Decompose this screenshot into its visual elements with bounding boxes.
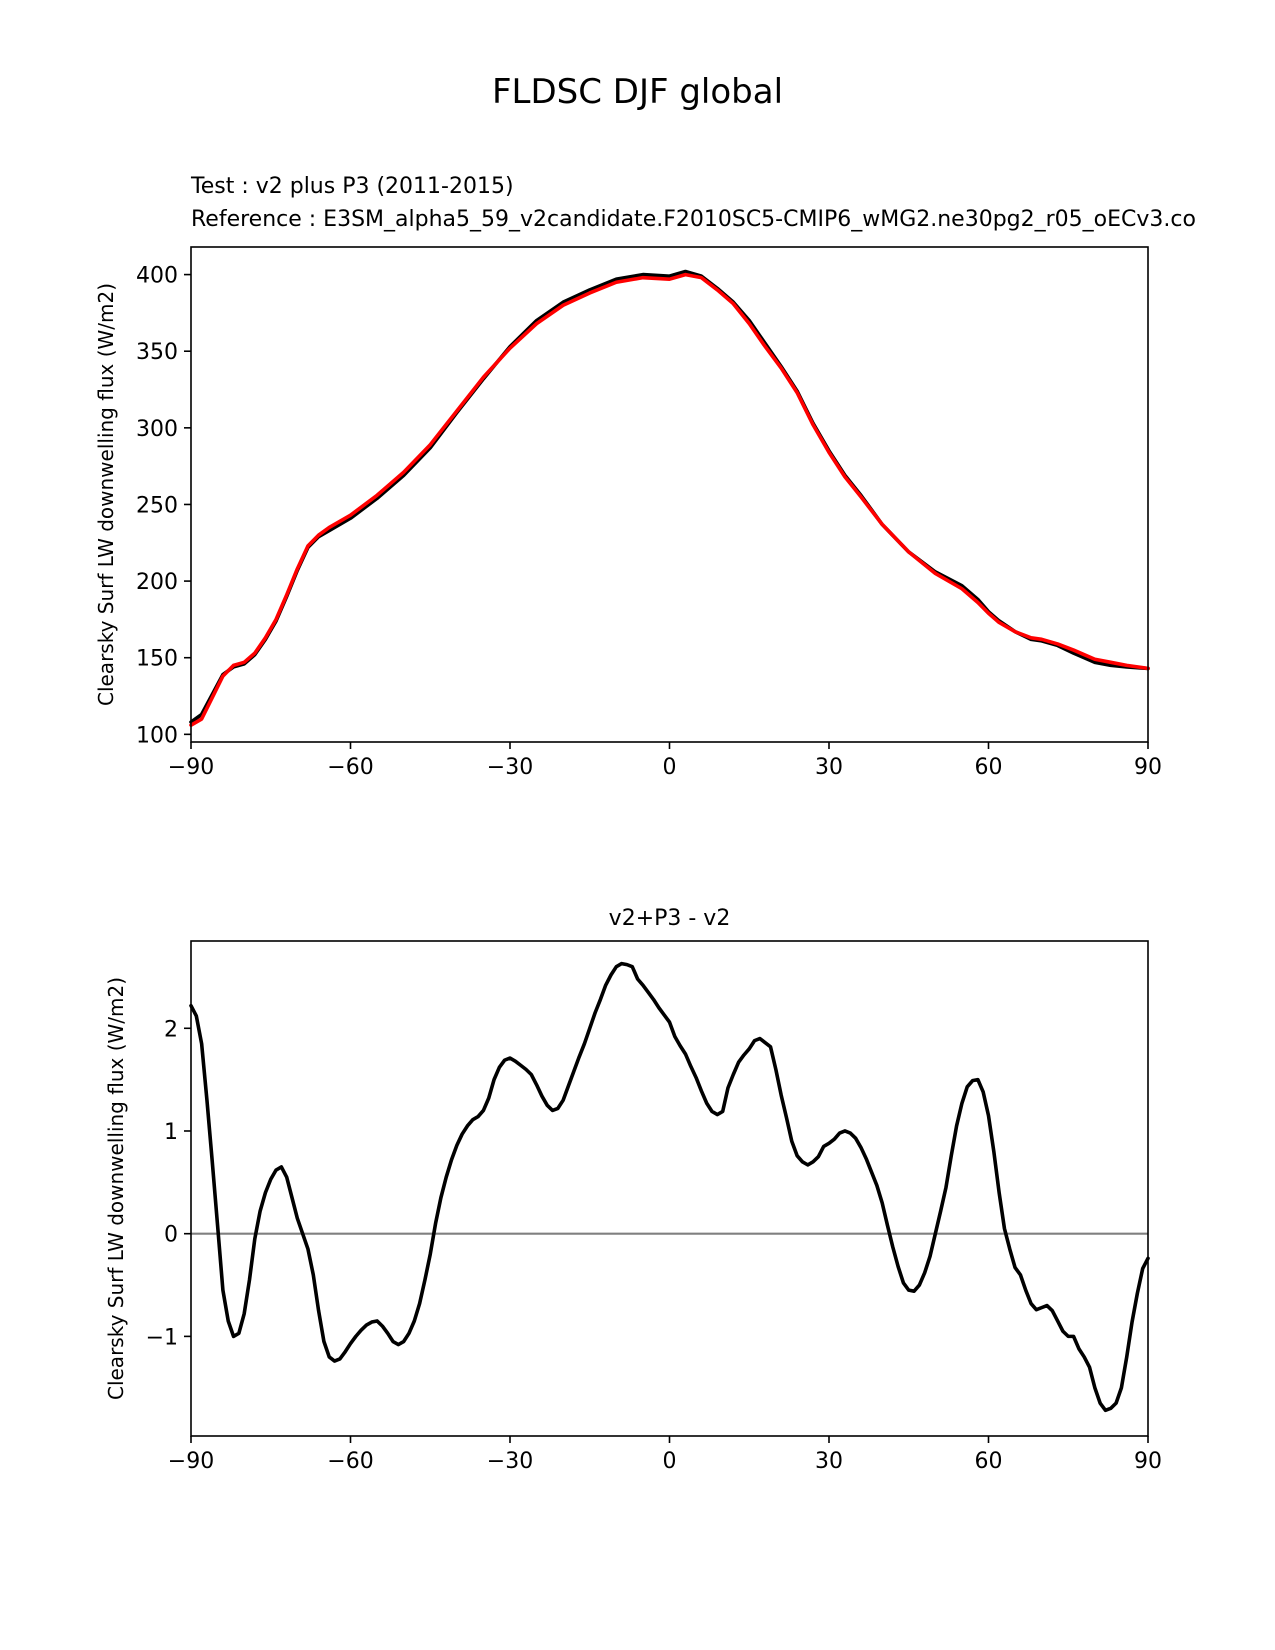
top-y-tick-label: 200	[136, 570, 178, 595]
top-x-tick-label: 0	[663, 755, 677, 780]
top-x-tick-label: −30	[487, 755, 533, 780]
diff-x-tick-label: 60	[975, 1449, 1003, 1474]
top-y-tick-label: 400	[136, 264, 178, 289]
top-x-tick-label: 30	[815, 755, 843, 780]
zonal-mean-panel: −90 −60 −30 0 30 60 90 100 150 200 250 300 350 400 Cle…	[94, 246, 1162, 780]
diff-x-tick-label: −30	[487, 1449, 533, 1474]
top-y-tick-label: 150	[136, 647, 178, 672]
diff-y-axis-label: Clearsky Surf LW downwelling flux (W/m2)	[104, 977, 128, 1400]
top-series-test	[189, 269, 1150, 724]
difference-plot-title: v2+P3 - v2	[608, 906, 731, 931]
diff-series-v2-p3-v2	[189, 961, 1150, 1413]
difference-panel: −90 −60 −30 0 30 60 90 −1 0 1 2 Clearsky Surf LW do…	[104, 940, 1162, 1474]
diff-y-tick-label: 2	[164, 1017, 178, 1042]
diff-y-tick-label: 0	[164, 1223, 178, 1248]
figure-title: FLDSC DJF global	[491, 72, 784, 112]
top-x-tick-label: −90	[168, 755, 214, 780]
top-y-tick-label: 300	[136, 417, 178, 442]
diff-x-tick-label: −60	[327, 1449, 373, 1474]
diff-x-tick-label: −90	[168, 1449, 214, 1474]
top-x-tick-label: −60	[327, 755, 373, 780]
top-y-tick-label: 250	[136, 493, 178, 518]
test-label: Test : v2 plus P3 (2011-2015)	[191, 174, 514, 199]
top-y-tick-label: 100	[136, 723, 178, 748]
reference-label: Reference : E3SM_alpha5_59_v2candidate.F…	[191, 207, 1196, 232]
diff-y-tick-label: 1	[164, 1120, 178, 1145]
diff-x-tick-label: 0	[663, 1449, 677, 1474]
top-y-axis-label: Clearsky Surf LW downwelling flux (W/m2)	[94, 283, 118, 706]
top-axes-frame	[190, 246, 1149, 743]
top-x-tick-label: 90	[1134, 755, 1162, 780]
top-series-reference	[189, 272, 1150, 727]
diff-x-tick-label: 30	[815, 1449, 843, 1474]
top-y-tick-label: 350	[136, 340, 178, 365]
diff-x-tick-label: 90	[1134, 1449, 1162, 1474]
top-x-tick-label: 60	[975, 755, 1003, 780]
diff-y-tick-label: −1	[146, 1325, 178, 1350]
